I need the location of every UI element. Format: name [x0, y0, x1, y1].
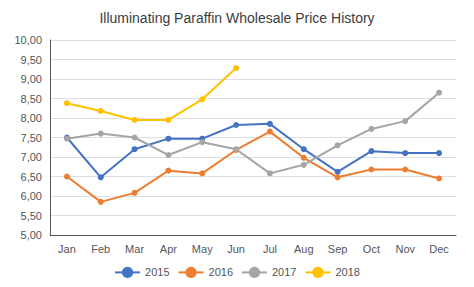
svg-text:8,50: 8,50: [21, 93, 42, 105]
svg-text:6,50: 6,50: [21, 171, 42, 183]
svg-text:5,00: 5,00: [21, 229, 42, 241]
svg-text:Feb: Feb: [91, 243, 110, 255]
svg-text:8,00: 8,00: [21, 112, 42, 124]
svg-text:6,00: 6,00: [21, 190, 42, 202]
svg-text:Jul: Jul: [263, 243, 277, 255]
svg-text:10,00: 10,00: [14, 34, 42, 46]
svg-text:2016: 2016: [209, 266, 233, 278]
svg-text:2018: 2018: [335, 266, 359, 278]
svg-text:Jan: Jan: [58, 243, 76, 255]
svg-text:Aug: Aug: [294, 243, 314, 255]
svg-text:Nov: Nov: [395, 243, 415, 255]
svg-text:7,00: 7,00: [21, 151, 42, 163]
svg-text:Mar: Mar: [125, 243, 144, 255]
svg-text:Jun: Jun: [227, 243, 245, 255]
svg-text:2017: 2017: [272, 266, 296, 278]
svg-text:2015: 2015: [145, 266, 169, 278]
svg-text:7,50: 7,50: [21, 132, 42, 144]
svg-text:9,50: 9,50: [21, 54, 42, 66]
svg-text:9,00: 9,00: [21, 73, 42, 85]
svg-text:Dec: Dec: [429, 243, 449, 255]
svg-text:May: May: [192, 243, 213, 255]
svg-text:5,50: 5,50: [21, 210, 42, 222]
svg-text:Illuminating Paraffin Wholesal: Illuminating Paraffin Wholesale Price Hi…: [99, 10, 374, 26]
svg-text:Apr: Apr: [160, 243, 177, 255]
svg-text:Sep: Sep: [328, 243, 348, 255]
svg-text:Oct: Oct: [363, 243, 380, 255]
